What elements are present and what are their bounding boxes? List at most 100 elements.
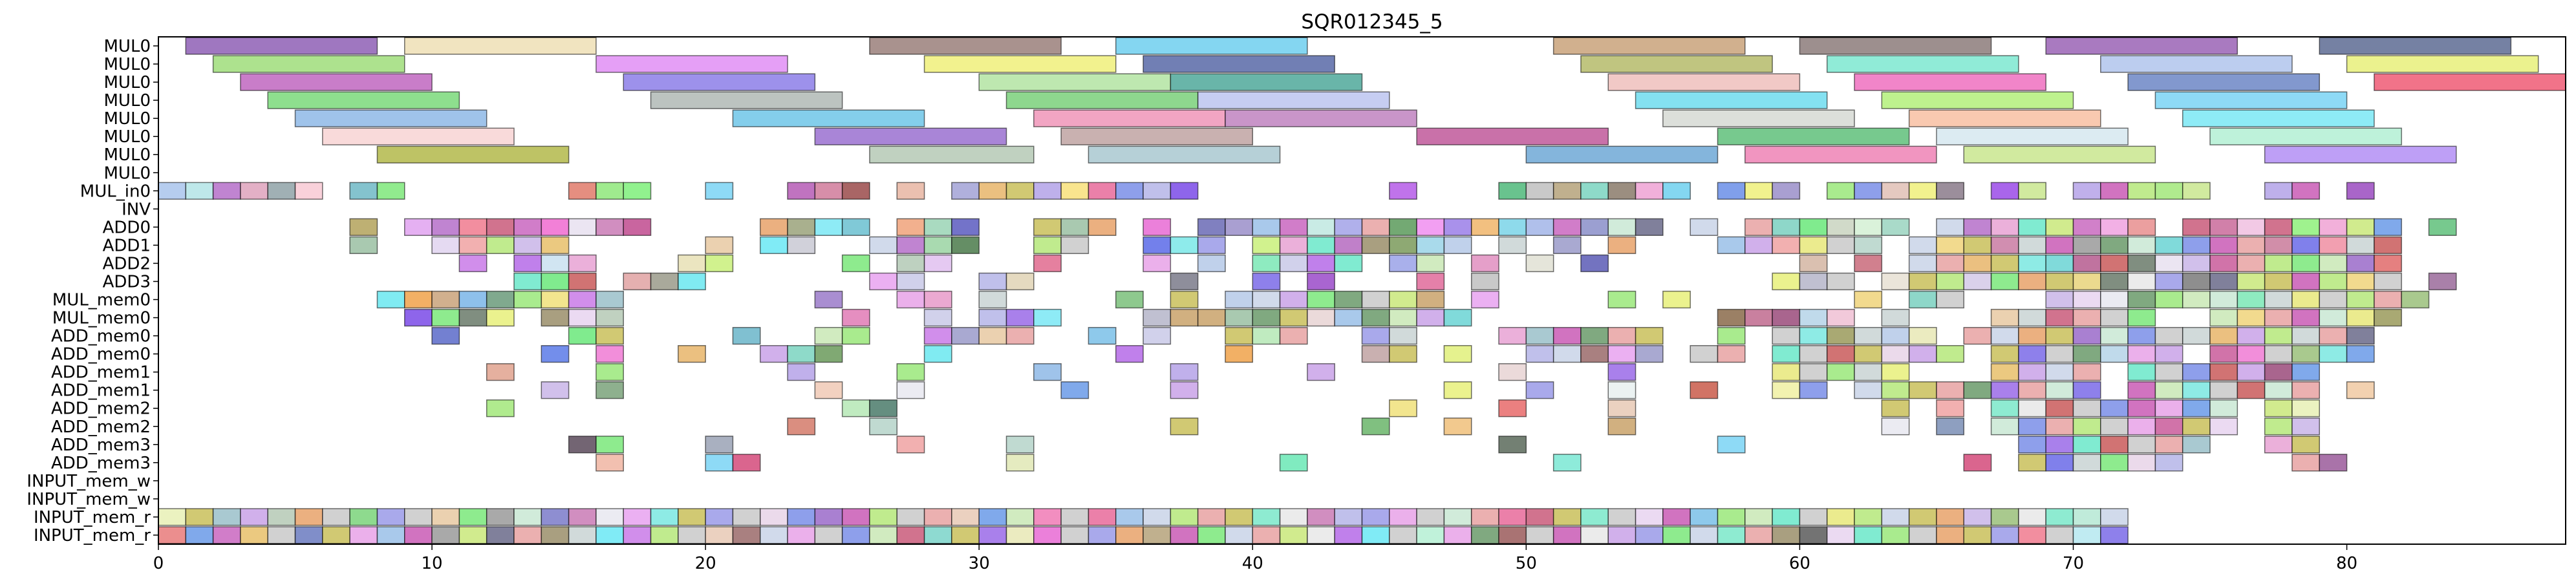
task-bar: [1307, 363, 1335, 381]
task-bar: [486, 290, 515, 309]
task-bar: [1115, 344, 1144, 363]
task-bar: [349, 526, 378, 544]
task-bar: [2292, 417, 2320, 436]
task-bar: [267, 182, 296, 200]
task-bar: [1580, 218, 1609, 237]
task-bar: [431, 308, 460, 327]
task-bar: [841, 326, 870, 345]
task-bar: [1389, 236, 1417, 255]
task-bar: [1963, 526, 1992, 544]
task-bar: [923, 290, 952, 309]
task-bar: [2045, 236, 2074, 255]
task-bar: [1143, 254, 1172, 273]
task-bar: [1881, 508, 1910, 526]
task-bar: [1170, 417, 1199, 436]
task-bar: [1361, 218, 1390, 237]
task-bar: [2346, 236, 2375, 255]
task-bar: [1662, 109, 1855, 127]
task-bar: [1552, 344, 1582, 363]
task-bar: [2374, 254, 2402, 273]
task-bar: [1307, 290, 1335, 309]
task-bar: [1033, 182, 1062, 200]
task-bar: [1470, 254, 1499, 273]
task-bar: [2018, 182, 2046, 200]
task-bar: [1005, 182, 1035, 200]
task-bar: [1854, 290, 1883, 309]
task-bar: [212, 526, 241, 544]
row-label: ADD3: [103, 272, 151, 291]
task-bar: [1963, 272, 1992, 291]
task-bar: [2346, 254, 2375, 273]
task-bar: [486, 508, 515, 526]
task-bar: [513, 508, 542, 526]
task-bar: [376, 290, 405, 309]
task-bar: [458, 308, 488, 327]
task-bar: [1799, 344, 1828, 363]
task-bar: [814, 290, 843, 309]
task-bar: [1854, 363, 1883, 381]
task-bar: [1936, 127, 2129, 145]
task-bar: [1990, 182, 2019, 200]
task-bar: [2292, 308, 2320, 327]
task-bar: [1552, 508, 1582, 526]
task-bar: [2374, 308, 2402, 327]
task-bar: [1580, 254, 1609, 273]
task-bar: [1170, 381, 1199, 399]
task-bar: [2018, 326, 2046, 345]
task-bar: [1635, 526, 1664, 544]
task-bar: [1854, 526, 1883, 544]
row-label: ADD_mem0: [51, 327, 151, 346]
task-bar: [1717, 508, 1746, 526]
task-bar: [2346, 308, 2375, 327]
row-label: ADD_mem0: [51, 345, 151, 364]
task-bar: [978, 526, 1007, 544]
task-bar: [1881, 91, 2074, 109]
task-bar: [2154, 399, 2184, 417]
task-bar: [1389, 254, 1417, 273]
task-bar: [1498, 508, 1527, 526]
task-bar: [294, 526, 323, 544]
task-bar: [1088, 508, 1117, 526]
task-bar: [2100, 308, 2129, 327]
task-bar: [1005, 308, 1035, 327]
task-bar: [1854, 381, 1883, 399]
x-tick-label: 60: [1789, 554, 1810, 573]
task-bar: [2100, 417, 2129, 436]
task-bar: [923, 508, 952, 526]
task-bar: [1936, 417, 1964, 436]
task-bar: [869, 508, 898, 526]
task-bar: [1498, 326, 1527, 345]
task-bar: [2374, 290, 2402, 309]
task-bar: [841, 308, 870, 327]
task-bar: [1881, 218, 1910, 237]
task-bar: [1334, 254, 1363, 273]
plot-frame: [158, 36, 2566, 545]
task-bar: [1826, 218, 1855, 237]
task-bar: [2154, 381, 2184, 399]
task-bar: [623, 526, 652, 544]
task-bar: [923, 55, 1117, 73]
task-bar: [732, 526, 761, 544]
task-bar: [623, 73, 816, 91]
task-bar: [2292, 363, 2320, 381]
task-bar: [1279, 290, 1308, 309]
row-label: MUL0: [104, 37, 151, 56]
task-bar: [1005, 326, 1035, 345]
task-bar: [1088, 145, 1281, 164]
task-bar: [1717, 127, 1910, 145]
task-bar: [2045, 308, 2074, 327]
task-bar: [2127, 399, 2156, 417]
task-bar: [1607, 526, 1637, 544]
task-bar: [1963, 508, 1992, 526]
task-bar: [1252, 308, 1281, 327]
task-bar: [1908, 381, 1937, 399]
task-bar: [1498, 218, 1527, 237]
task-bar: [1525, 381, 1554, 399]
task-bar: [1307, 308, 1335, 327]
task-bar: [1279, 326, 1308, 345]
task-bar: [1361, 308, 1390, 327]
task-bar: [2127, 73, 2320, 91]
task-bar: [732, 454, 761, 472]
task-bar: [1990, 254, 2019, 273]
task-bar: [814, 127, 1007, 145]
